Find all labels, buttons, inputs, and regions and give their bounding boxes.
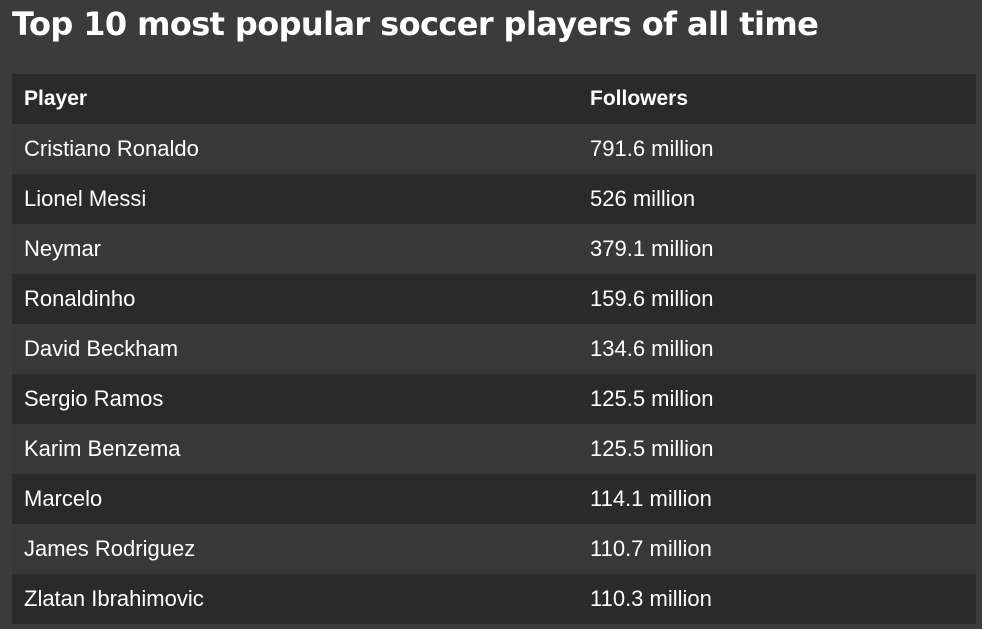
player-name-cell: Ronaldinho	[12, 274, 578, 324]
player-name-cell: Marcelo	[12, 474, 578, 524]
players-table: Player Followers Cristiano Ronaldo 791.6…	[12, 74, 976, 624]
followers-cell: 791.6 million	[578, 124, 976, 174]
followers-cell: 125.5 million	[578, 424, 976, 474]
table-row: Karim Benzema 125.5 million	[12, 424, 976, 474]
followers-cell: 134.6 million	[578, 324, 976, 374]
followers-cell: 114.1 million	[578, 474, 976, 524]
table-row: Cristiano Ronaldo 791.6 million	[12, 124, 976, 174]
player-name-cell: Zlatan Ibrahimovic	[12, 574, 578, 624]
player-name-cell: James Rodriguez	[12, 524, 578, 574]
player-name-cell: Cristiano Ronaldo	[12, 124, 578, 174]
followers-cell: 125.5 million	[578, 374, 976, 424]
player-name-cell: Karim Benzema	[12, 424, 578, 474]
column-header-followers: Followers	[578, 74, 976, 124]
player-name-cell: Lionel Messi	[12, 174, 578, 224]
table-row: James Rodriguez 110.7 million	[12, 524, 976, 574]
table-row: Neymar 379.1 million	[12, 224, 976, 274]
page-title: Top 10 most popular soccer players of al…	[12, 5, 819, 43]
table-body: Cristiano Ronaldo 791.6 million Lionel M…	[12, 124, 976, 624]
players-table-container: Player Followers Cristiano Ronaldo 791.6…	[12, 74, 976, 624]
table-row: Lionel Messi 526 million	[12, 174, 976, 224]
followers-cell: 159.6 million	[578, 274, 976, 324]
followers-cell: 110.3 million	[578, 574, 976, 624]
followers-cell: 379.1 million	[578, 224, 976, 274]
table-row: Marcelo 114.1 million	[12, 474, 976, 524]
table-row: David Beckham 134.6 million	[12, 324, 976, 374]
header-row: Player Followers	[12, 74, 976, 124]
table-row: Zlatan Ibrahimovic 110.3 million	[12, 574, 976, 624]
table-row: Ronaldinho 159.6 million	[12, 274, 976, 324]
player-name-cell: Sergio Ramos	[12, 374, 578, 424]
column-header-player: Player	[12, 74, 578, 124]
followers-cell: 526 million	[578, 174, 976, 224]
table-header: Player Followers	[12, 74, 976, 124]
player-name-cell: David Beckham	[12, 324, 578, 374]
followers-cell: 110.7 million	[578, 524, 976, 574]
player-name-cell: Neymar	[12, 224, 578, 274]
table-row: Sergio Ramos 125.5 million	[12, 374, 976, 424]
